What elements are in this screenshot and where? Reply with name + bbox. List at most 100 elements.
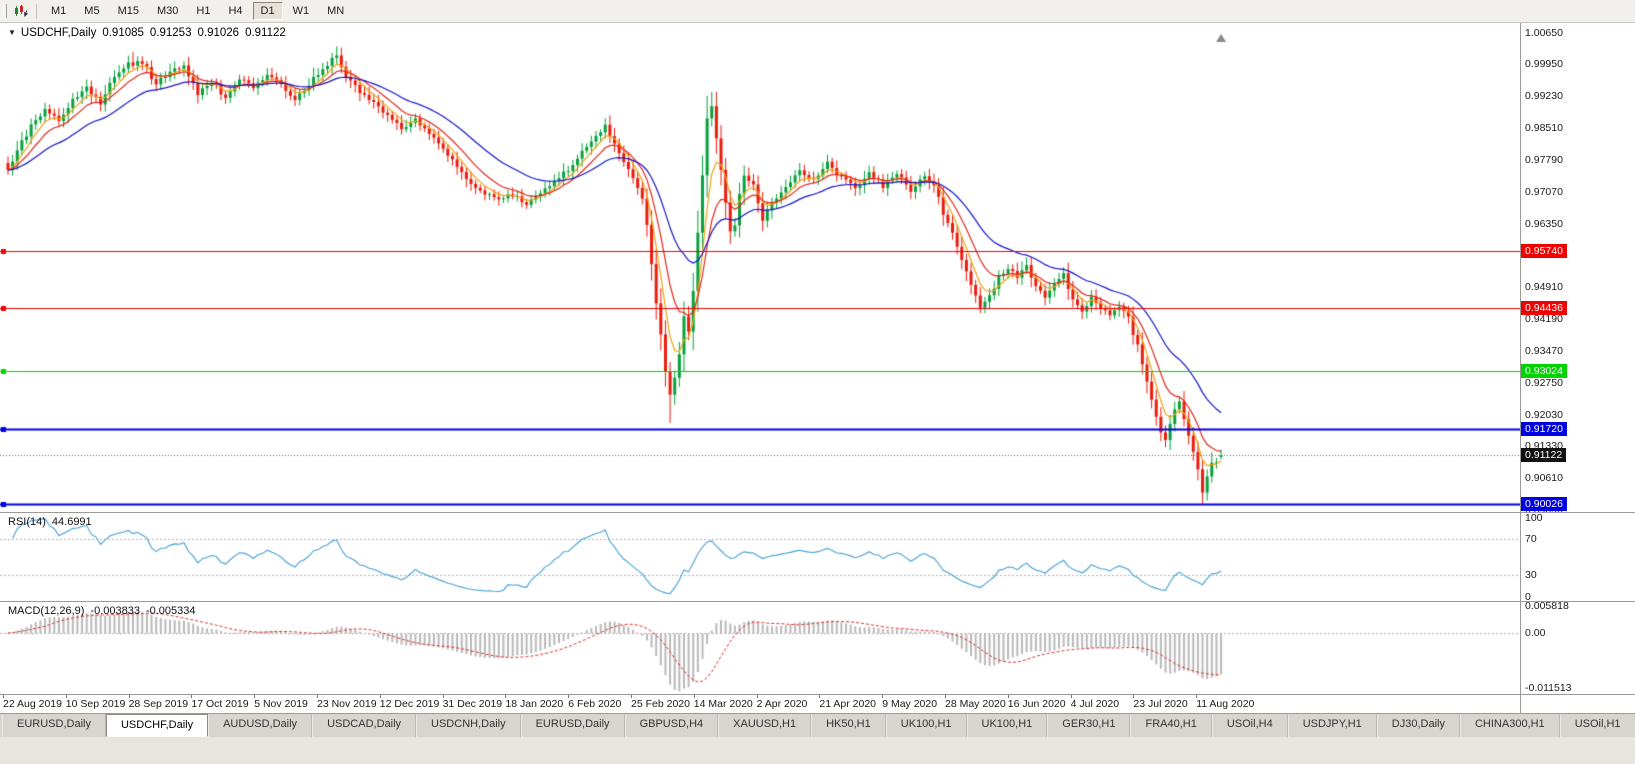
price-axis-label: 0.97070 — [1525, 185, 1563, 198]
time-axis-tick — [505, 695, 507, 698]
price-axis-label: 0.92030 — [1525, 408, 1563, 421]
time-axis-label: 2 Apr 2020 — [756, 698, 808, 710]
timeframe-button-m15[interactable]: M15 — [117, 5, 139, 17]
level-price-badge: 0.91720 — [1521, 421, 1567, 436]
main-price-chart[interactable] — [0, 22, 1520, 512]
chart-tab-dj30-daily[interactable]: DJ30,Daily — [1376, 714, 1460, 737]
chart-tab-audusd-daily[interactable]: AUDUSD,Daily — [208, 714, 313, 737]
chart-tab-gbpusd-h4[interactable]: GBPUSD,H4 — [624, 714, 719, 737]
macd-indicator-chart[interactable] — [0, 602, 1520, 694]
time-axis-label: 23 Jul 2020 — [1133, 698, 1188, 710]
time-axis-tick — [756, 695, 758, 698]
price-axis-label: 0.94190 — [1525, 313, 1563, 326]
price-axis-label: 0.98510 — [1525, 121, 1563, 134]
chart-tab-uk100-h1[interactable]: UK100,H1 — [885, 714, 967, 737]
macd-scale-label: -0.011513 — [1525, 681, 1572, 694]
time-axis-tick — [631, 695, 632, 698]
chart-tab-ger30-h1[interactable]: GER30,H1 — [1047, 714, 1131, 737]
time-axis-label: 23 Nov 2019 — [317, 698, 377, 710]
time-axis-label: 16 Jun 2020 — [1007, 698, 1066, 710]
price-axis-label: 0.93470 — [1525, 345, 1563, 358]
timeframes-toolbar: M1 M5 M15 M30 H1 H4 D1 W1 MN — [0, 0, 1635, 23]
timeframe-button-m5[interactable]: M5 — [84, 5, 100, 17]
macd-signal-value: -0.005334 — [145, 605, 196, 617]
price-axis-label: 0.94910 — [1525, 281, 1563, 294]
chart-tab-fra40-h1[interactable]: FRA40,H1 — [1130, 714, 1212, 737]
ohlc-low-value: 0.91026 — [197, 27, 240, 39]
axis-separator — [1520, 22, 1521, 713]
chart-tab-china300-h1[interactable]: CHINA300,H1 — [1459, 714, 1560, 737]
chart-tab-usoil-h4[interactable]: USOil,H4 — [1211, 714, 1288, 737]
time-axis-tick — [819, 695, 821, 698]
time-axis-tick — [568, 695, 570, 698]
chart-tab-usdchf-daily[interactable]: USDCHF,Daily — [105, 714, 209, 737]
toolbar-grip[interactable] — [3, 4, 7, 18]
time-axis-label: 31 Dec 2019 — [442, 698, 503, 710]
time-axis-label: 18 Jan 2020 — [505, 698, 564, 710]
macd-scale-label: 0.00 — [1525, 626, 1546, 639]
time-axis-tick — [1133, 695, 1135, 698]
price-axis-label: 0.96350 — [1525, 217, 1563, 230]
time-axis-tick — [1070, 695, 1072, 698]
timeframe-button-mn[interactable]: MN — [327, 5, 345, 17]
timeframe-button-m30[interactable]: M30 — [156, 5, 179, 17]
timeframe-button-h4[interactable]: H4 — [228, 5, 243, 17]
time-axis-label: 4 Jul 2020 — [1070, 698, 1120, 710]
toolbar-separator — [36, 3, 37, 19]
time-axis[interactable]: 22 Aug 2019 10 Sep 2019 28 Sep 2019 17 Oct … — [0, 695, 1520, 713]
time-axis-tick — [317, 695, 318, 698]
time-axis-tick — [693, 695, 695, 698]
rsi-scale-label: 70 — [1525, 533, 1537, 546]
rsi-scale-label: 0 — [1525, 591, 1531, 603]
time-axis-tick — [128, 695, 130, 698]
candlestick-chart-icon[interactable] — [11, 2, 31, 20]
chart-tab-usdcnh-daily[interactable]: USDCNH,Daily — [416, 714, 521, 737]
time-axis-label: 10 Sep 2019 — [65, 698, 126, 710]
chart-tab-eurusd-daily[interactable]: EURUSD,Daily — [2, 714, 106, 737]
time-axis-tick — [379, 695, 381, 698]
rsi-scale-label: 30 — [1525, 568, 1537, 581]
chart-tab-usdcad-daily[interactable]: USDCAD,Daily — [312, 714, 417, 737]
time-axis-tick — [882, 695, 884, 698]
time-axis-tick — [65, 695, 67, 698]
timeframe-button-d1[interactable]: D1 — [252, 2, 283, 20]
price-axis-label: 0.97790 — [1525, 153, 1563, 166]
panel-separator[interactable] — [0, 601, 1635, 602]
time-axis-tick — [1007, 695, 1009, 698]
time-axis-label: 12 Dec 2019 — [379, 698, 440, 710]
time-axis-tick — [945, 695, 946, 698]
ohlc-open-value: 0.91085 — [102, 27, 144, 39]
timeframe-buttons-group: M1 M5 M15 M30 H1 H4 D1 W1 MN — [42, 2, 353, 20]
price-axis-label: 0.92750 — [1525, 377, 1563, 390]
chart-tab-usdjpy-h1[interactable]: USDJPY,H1 — [1287, 714, 1377, 737]
timeframe-button-m1[interactable]: M1 — [51, 5, 67, 17]
chart-tab-hk50-h1[interactable]: HK50,H1 — [811, 714, 886, 737]
rsi-indicator-chart[interactable] — [0, 513, 1520, 601]
time-axis-tick — [442, 695, 444, 698]
symbol-dropdown-arrow-icon[interactable]: ▼ — [8, 28, 16, 37]
chart-tab-xauusd-h1[interactable]: XAUUSD,H1 — [718, 714, 812, 737]
time-axis-label: 6 Feb 2020 — [568, 698, 622, 710]
price-axis[interactable]: 1.00650 0.99950 0.99230 0.98510 0.97790 0.970… — [1521, 22, 1635, 713]
price-axis-label: 0.90610 — [1525, 471, 1563, 484]
macd-scale-label: 0.005818 — [1525, 600, 1569, 612]
timeframe-button-h1[interactable]: H1 — [196, 5, 211, 17]
current-price-badge: 0.91122 — [1521, 448, 1567, 463]
rsi-indicator-label: RSI(14) 44.6991 — [8, 516, 92, 528]
time-axis-label: 5 Nov 2019 — [254, 698, 308, 710]
chart-title: ▼ USDCHF,Daily 0.91085 0.91253 0.91026 0.9112… — [8, 27, 286, 39]
price-axis-label: 0.99230 — [1525, 89, 1563, 102]
panel-separator[interactable] — [0, 512, 1635, 513]
tabbar-separator — [0, 713, 1635, 714]
rsi-name: RSI(14) — [8, 516, 46, 528]
timeframe-button-w1[interactable]: W1 — [292, 5, 310, 17]
time-axis-label: 28 May 2020 — [945, 698, 1006, 710]
chart-tab-eurusd-daily[interactable]: EURUSD,Daily — [520, 714, 625, 737]
rsi-current-value: 44.6991 — [51, 516, 92, 528]
time-axis-label: 21 Apr 2020 — [819, 698, 877, 710]
chart-tab-uk100-h1[interactable]: UK100,H1 — [966, 714, 1048, 737]
time-axis-label: 28 Sep 2019 — [128, 698, 189, 710]
chart-tab-usoil-h1[interactable]: USOil,H1 — [1559, 714, 1635, 737]
time-axis-label: 9 May 2020 — [882, 698, 938, 710]
time-axis-tick — [3, 695, 4, 698]
